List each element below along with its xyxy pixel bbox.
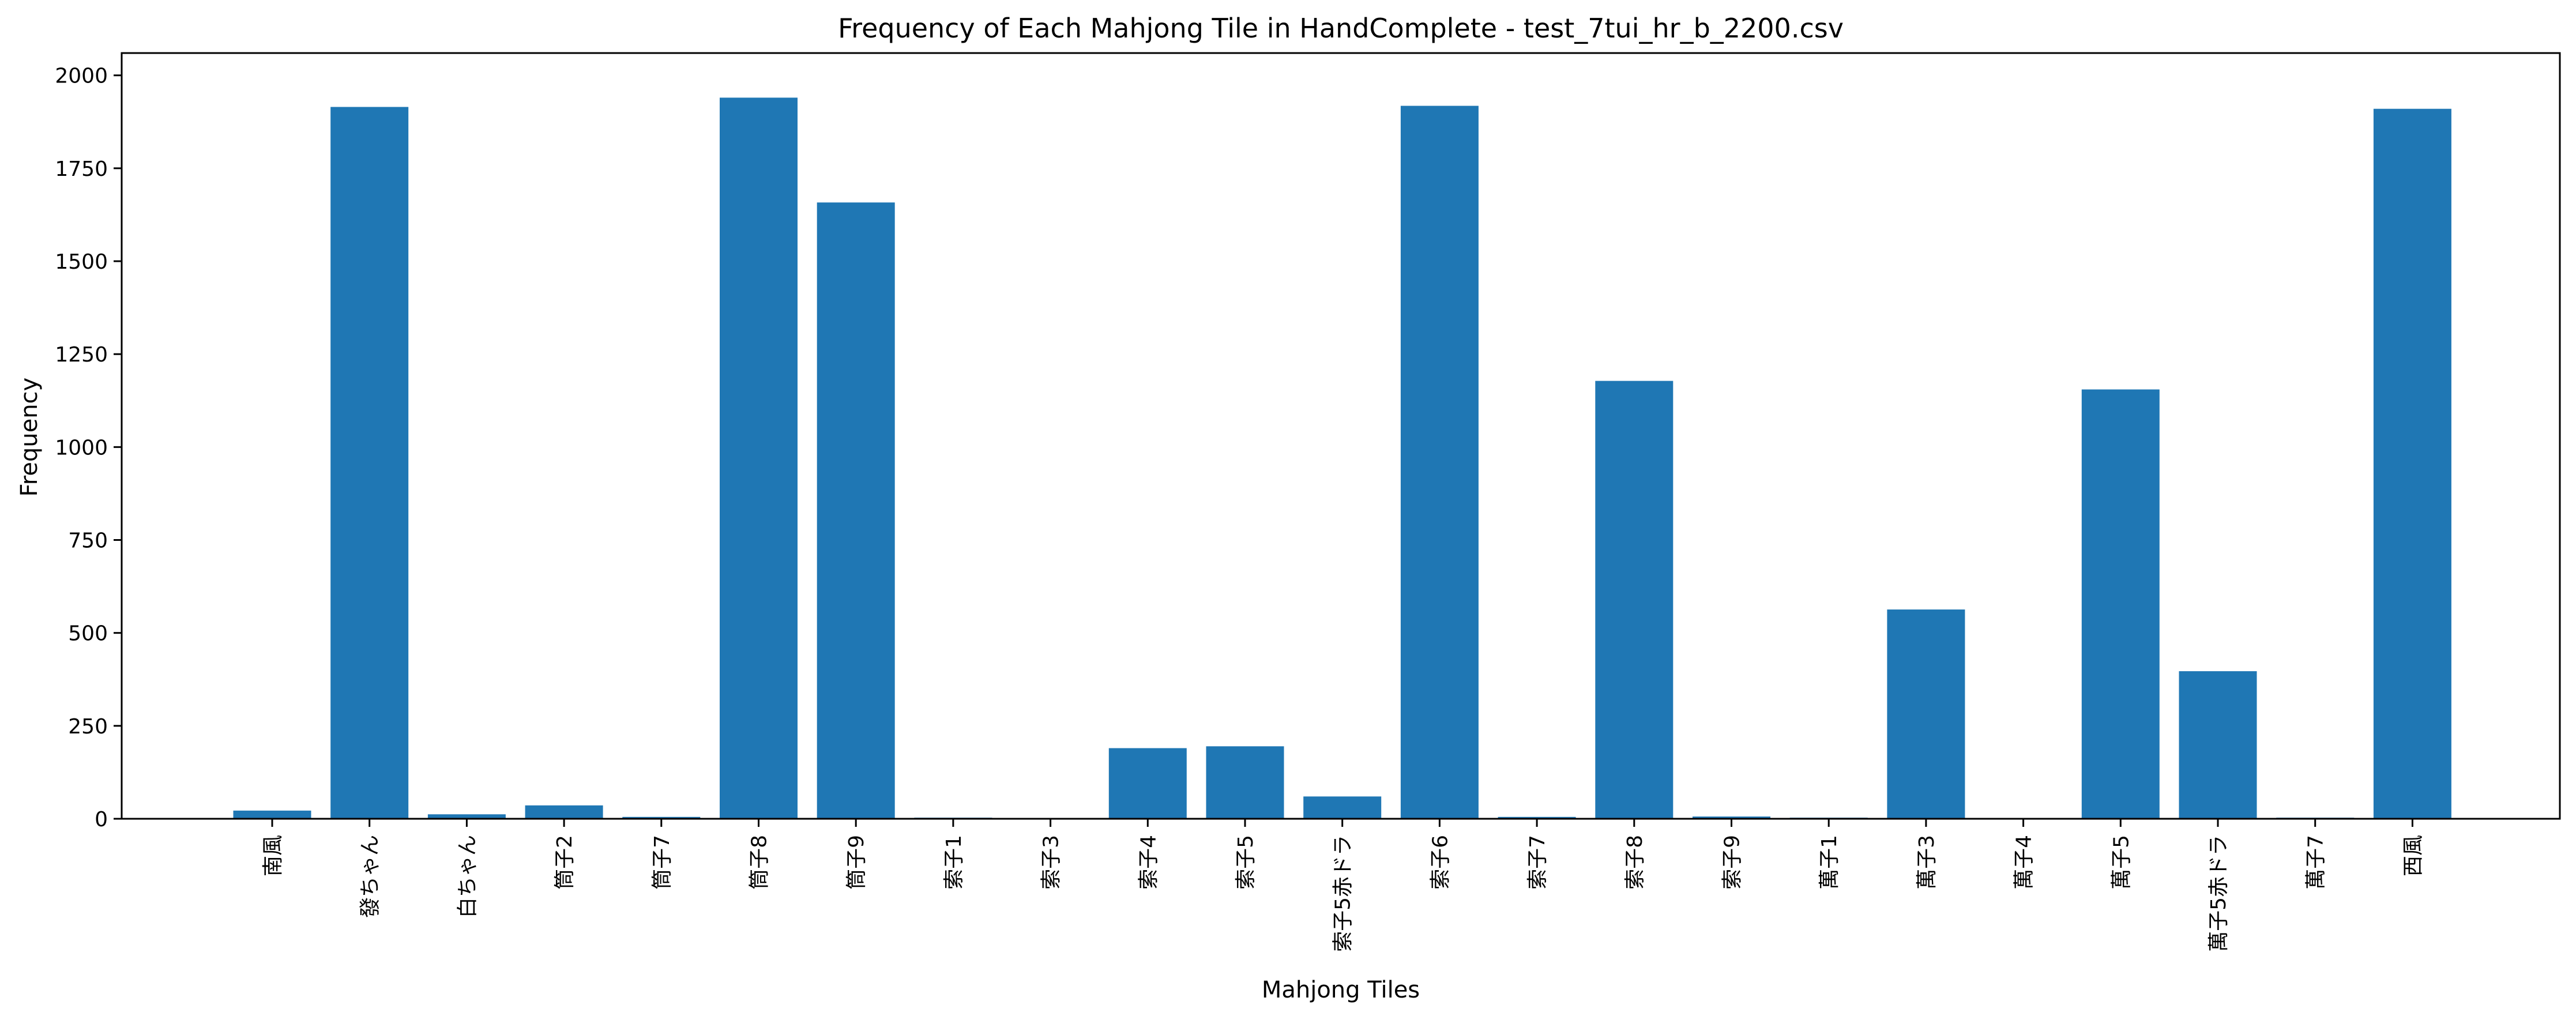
x-tick-label: 西風 xyxy=(2401,835,2425,876)
x-tick-label: 索子1 xyxy=(942,835,966,890)
bar xyxy=(2179,671,2257,819)
y-tick-label: 250 xyxy=(68,715,108,739)
y-tick-label: 750 xyxy=(68,529,108,553)
chart-title: Frequency of Each Mahjong Tile in HandCo… xyxy=(838,13,1844,44)
bar xyxy=(233,810,311,819)
x-tick-label: 索子6 xyxy=(1428,835,1452,890)
bar xyxy=(720,97,798,819)
x-tick-label: 筒子2 xyxy=(553,835,577,890)
bar xyxy=(1693,816,1770,819)
x-tick-label: 索子8 xyxy=(1623,835,1647,890)
bar xyxy=(1303,796,1382,819)
x-tick-label: 萬子4 xyxy=(2013,835,2036,890)
bar xyxy=(1595,381,1674,819)
x-tick-label: 索子5赤ドラ xyxy=(1332,835,1355,952)
x-tick-label: 索子4 xyxy=(1137,835,1160,890)
x-axis-label: Mahjong Tiles xyxy=(1262,977,1420,1003)
y-axis-label: Frequency xyxy=(16,378,43,497)
y-tick-label: 2000 xyxy=(55,65,108,88)
bars-group xyxy=(233,97,2451,819)
y-tick-label: 1250 xyxy=(55,343,108,367)
y-axis: 0 250 500 750 1000 1250 1500 1750 2000 xyxy=(55,65,122,831)
x-tick-label: 索子3 xyxy=(1040,835,1063,890)
bar xyxy=(817,202,895,819)
x-tick-label: 索子9 xyxy=(1721,835,1744,890)
x-tick-label: 萬子5赤ドラ xyxy=(2207,835,2231,952)
x-tick-label: 南風 xyxy=(261,835,285,876)
bar xyxy=(2081,389,2160,819)
y-tick-label: 500 xyxy=(68,622,108,646)
y-tick-label: 1750 xyxy=(55,157,108,181)
x-tick-label: 萬子7 xyxy=(2304,835,2328,890)
bar xyxy=(427,814,506,819)
x-tick-label: 萬子5 xyxy=(2109,835,2133,890)
x-tick-label: 白ちゃん xyxy=(456,835,479,918)
x-tick-label: 索子7 xyxy=(1526,835,1550,890)
bar xyxy=(1887,609,1965,819)
y-tick-label: 1000 xyxy=(55,436,108,460)
bar xyxy=(1400,106,1479,819)
y-tick-label: 1500 xyxy=(55,250,108,274)
bar xyxy=(525,805,603,819)
bar xyxy=(622,816,701,819)
plot-frame xyxy=(121,52,2561,820)
x-axis: 南風 發ちゃん 白ちゃん 筒子2 筒子7 筒子8 筒子9 索子1 索子3 索子4 索子5 索子5赤ドラ… xyxy=(261,819,2425,952)
bar xyxy=(1498,816,1576,819)
bar xyxy=(330,107,409,819)
y-tick-label: 0 xyxy=(95,808,108,831)
bar xyxy=(2373,108,2451,819)
x-tick-label: 筒子9 xyxy=(845,835,868,890)
x-tick-label: 發ちゃん xyxy=(359,835,382,918)
x-tick-label: 筒子8 xyxy=(748,835,772,890)
x-tick-label: 索子5 xyxy=(1234,835,1258,890)
x-tick-label: 萬子3 xyxy=(1915,835,1939,890)
x-tick-label: 萬子1 xyxy=(1818,835,1841,890)
bar xyxy=(1108,748,1187,819)
x-tick-label: 筒子7 xyxy=(650,835,674,890)
bar xyxy=(1206,746,1284,819)
